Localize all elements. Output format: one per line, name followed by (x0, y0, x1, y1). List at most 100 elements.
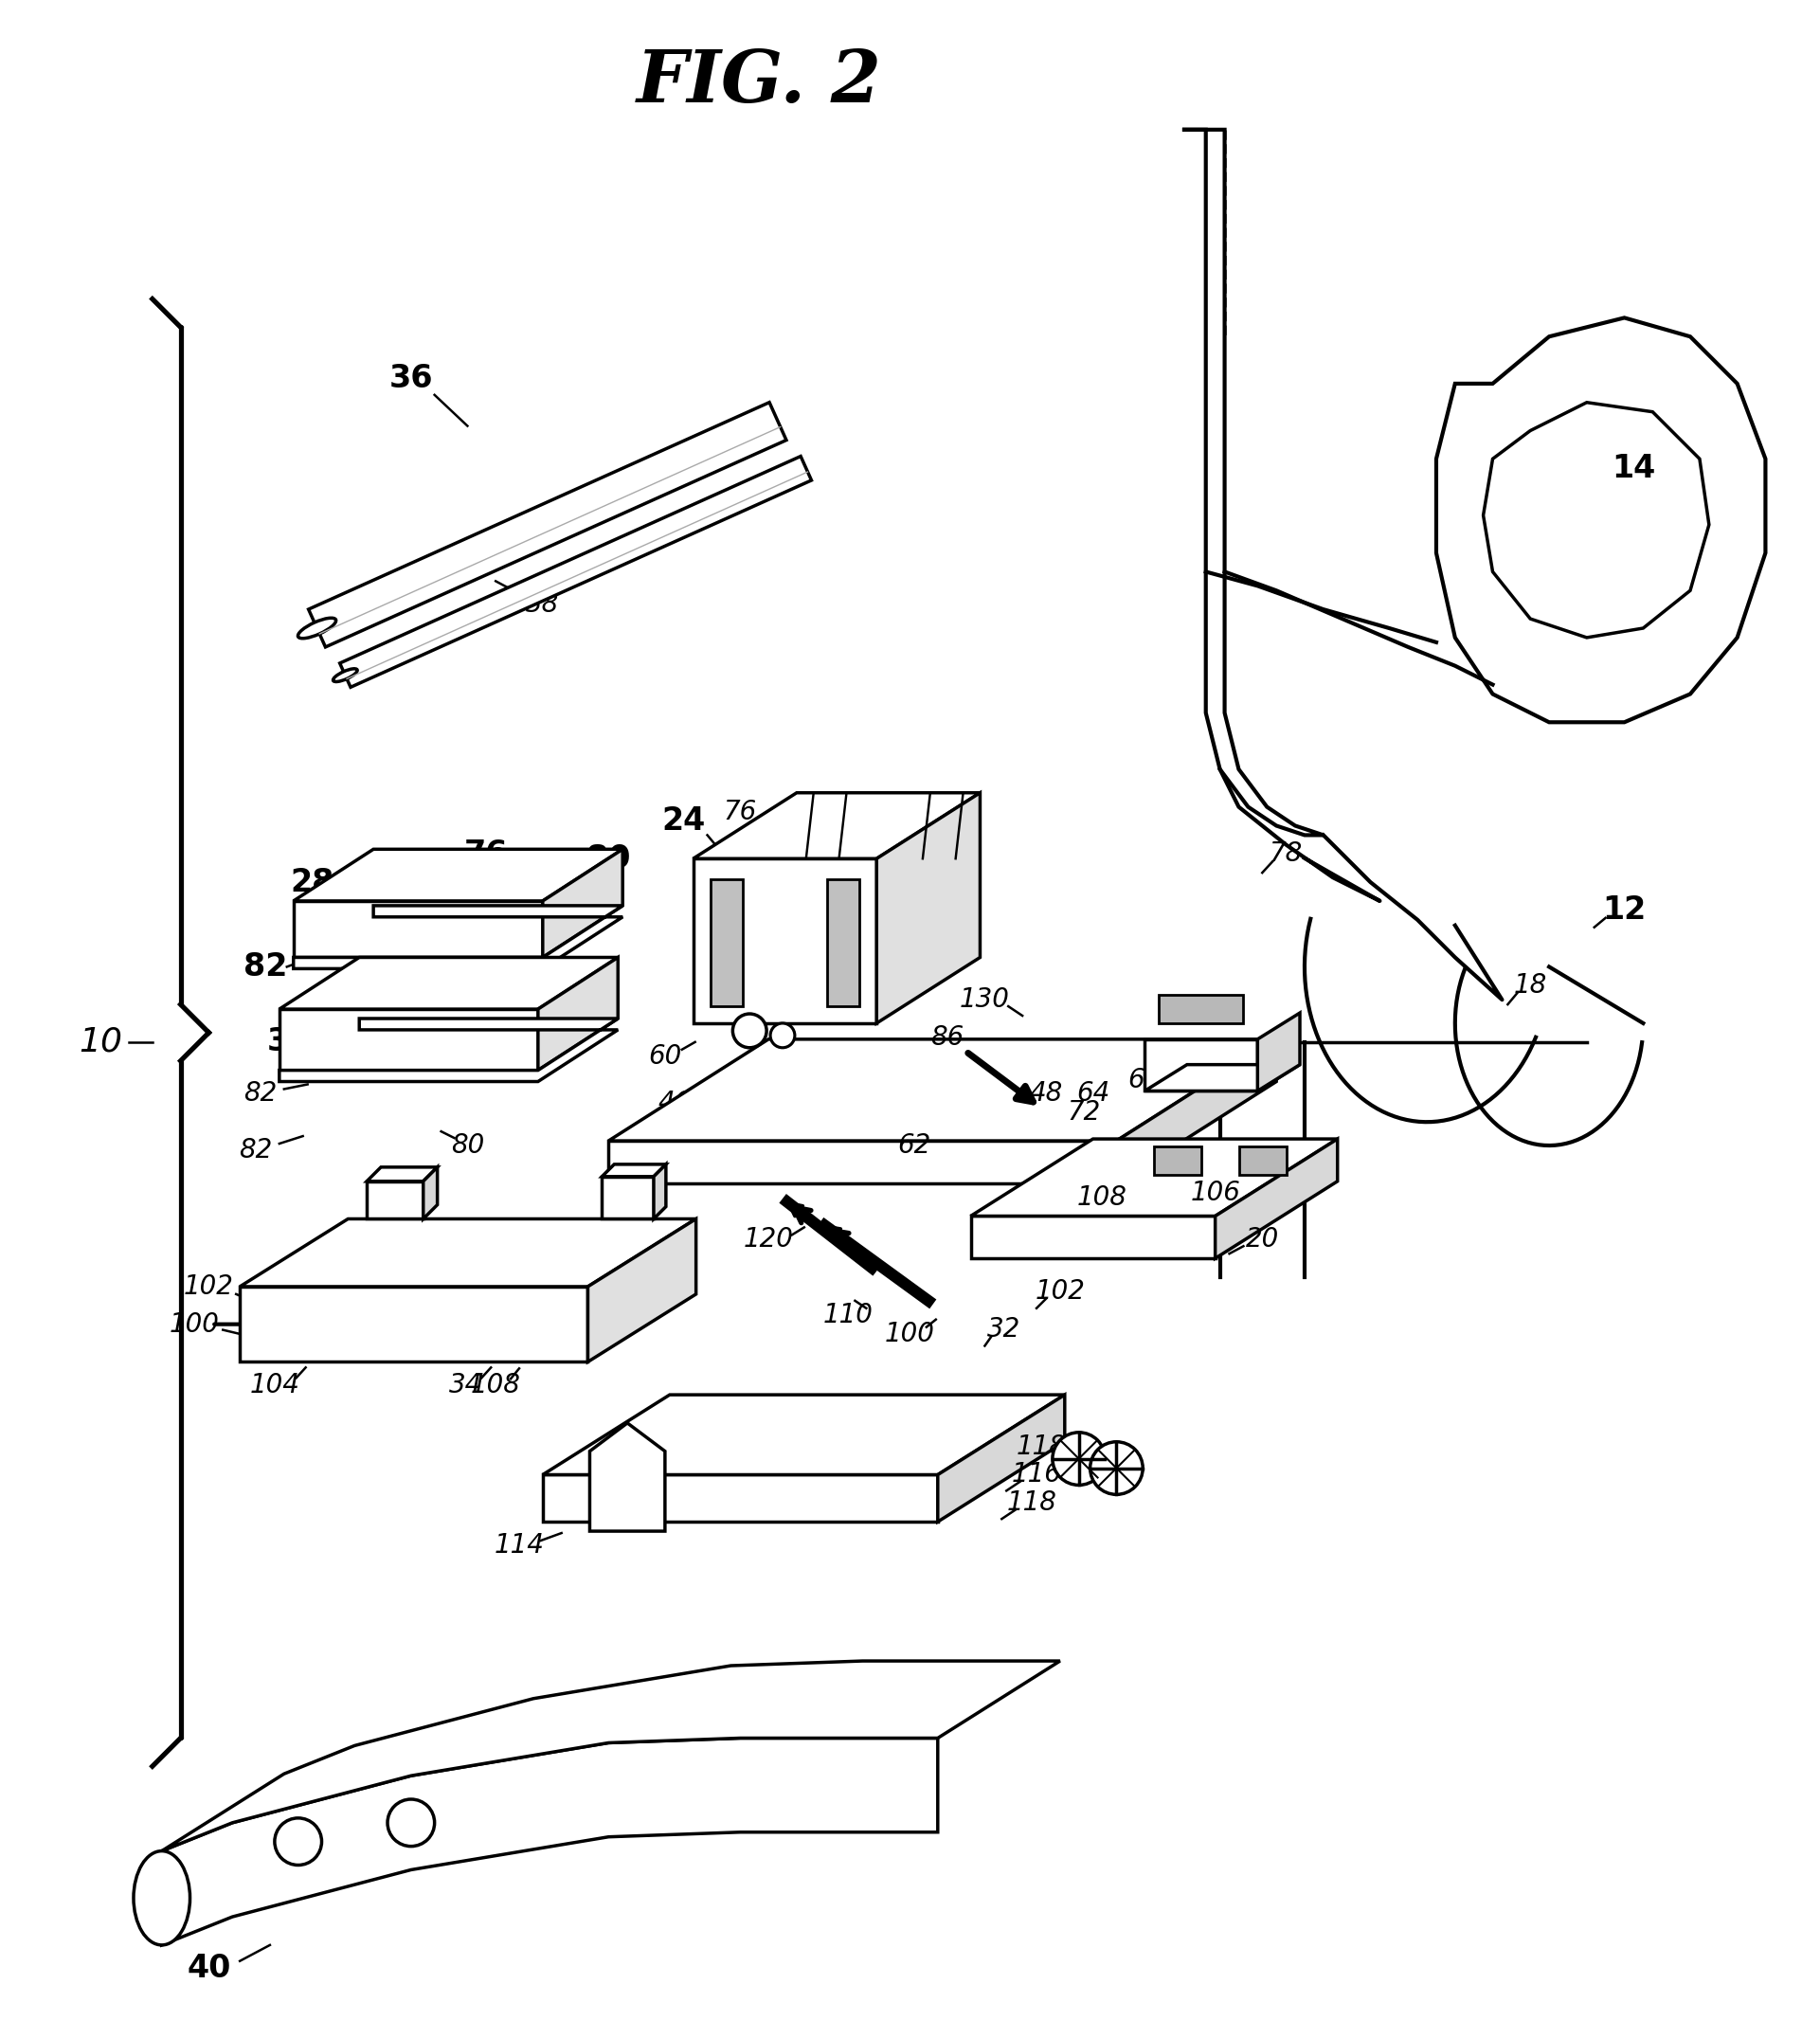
Text: 102: 102 (1036, 1278, 1085, 1304)
Polygon shape (1183, 130, 1323, 836)
Text: 82: 82 (826, 860, 861, 887)
Polygon shape (539, 958, 619, 1070)
Text: 48: 48 (1030, 1080, 1063, 1107)
Polygon shape (970, 1139, 1338, 1217)
Polygon shape (542, 850, 622, 958)
Text: 60: 60 (648, 1043, 682, 1070)
Polygon shape (826, 878, 859, 1007)
Text: 86: 86 (930, 1023, 965, 1052)
Text: 76: 76 (464, 838, 508, 870)
Polygon shape (1154, 1147, 1201, 1174)
Text: 76: 76 (484, 1011, 517, 1037)
Polygon shape (590, 1423, 664, 1531)
Polygon shape (542, 1394, 1065, 1476)
Text: 32: 32 (986, 1317, 1021, 1343)
Polygon shape (278, 958, 619, 1009)
Text: 114: 114 (495, 1533, 544, 1559)
Circle shape (733, 1013, 766, 1048)
Circle shape (1090, 1441, 1143, 1494)
Text: FIG. 2: FIG. 2 (637, 47, 881, 118)
Text: 82: 82 (238, 1137, 273, 1164)
Polygon shape (368, 1168, 437, 1182)
Text: 65: 65 (1128, 1066, 1161, 1092)
Text: 26: 26 (781, 799, 814, 825)
Circle shape (770, 1023, 795, 1048)
Text: 38: 38 (526, 591, 559, 618)
Ellipse shape (298, 618, 337, 638)
Text: 110: 110 (823, 1302, 874, 1329)
Text: 116: 116 (1012, 1461, 1061, 1488)
Polygon shape (608, 1039, 1276, 1141)
Text: 108: 108 (1077, 1184, 1127, 1211)
Text: 106: 106 (561, 1329, 610, 1355)
Text: 106: 106 (1190, 1180, 1239, 1206)
Text: 130: 130 (959, 986, 1010, 1013)
Text: 102: 102 (184, 1274, 233, 1300)
Text: 78: 78 (1269, 840, 1303, 868)
Text: 30: 30 (268, 1027, 311, 1058)
Polygon shape (608, 1141, 1116, 1184)
Text: 80: 80 (586, 844, 630, 874)
Text: 46: 46 (657, 1090, 692, 1117)
Text: 64: 64 (1076, 1080, 1110, 1107)
Ellipse shape (133, 1851, 189, 1944)
Text: 20: 20 (1245, 1227, 1279, 1253)
Polygon shape (162, 1738, 937, 1944)
Polygon shape (588, 1219, 695, 1361)
Text: 82: 82 (244, 1080, 277, 1107)
Text: 76: 76 (724, 799, 757, 825)
Polygon shape (653, 1164, 666, 1219)
Text: 120: 120 (743, 1227, 794, 1253)
Bar (1159, 995, 1243, 1023)
Polygon shape (1258, 1013, 1299, 1090)
Text: 72: 72 (1067, 1098, 1101, 1125)
Polygon shape (693, 793, 981, 858)
Text: 18: 18 (1514, 972, 1547, 999)
Text: 104: 104 (249, 1372, 300, 1398)
Polygon shape (162, 1661, 1059, 1851)
Text: 10: 10 (78, 1025, 122, 1058)
Polygon shape (937, 1394, 1065, 1522)
Polygon shape (693, 858, 877, 1023)
Text: 12: 12 (1602, 895, 1647, 925)
Text: 28: 28 (291, 866, 335, 899)
Polygon shape (293, 850, 622, 901)
Polygon shape (293, 901, 542, 958)
Polygon shape (970, 1217, 1216, 1257)
Polygon shape (1116, 1039, 1276, 1184)
Text: 14: 14 (1613, 452, 1656, 483)
Polygon shape (340, 457, 812, 687)
Polygon shape (1145, 1039, 1258, 1090)
Polygon shape (278, 1009, 539, 1070)
Circle shape (1052, 1433, 1105, 1486)
Circle shape (388, 1800, 435, 1846)
Text: 24: 24 (662, 805, 706, 838)
Text: 118: 118 (1006, 1490, 1057, 1516)
Polygon shape (542, 1476, 937, 1522)
Text: 62: 62 (897, 1133, 932, 1160)
Polygon shape (877, 793, 981, 1023)
Polygon shape (293, 905, 622, 968)
Polygon shape (240, 1286, 588, 1361)
Text: 80: 80 (906, 858, 950, 889)
Ellipse shape (333, 668, 357, 681)
Polygon shape (710, 878, 743, 1007)
Text: 36: 36 (389, 363, 433, 395)
Polygon shape (278, 1019, 619, 1082)
Polygon shape (1483, 401, 1709, 638)
Text: 34: 34 (450, 1372, 482, 1398)
Text: 100: 100 (169, 1310, 220, 1337)
Text: 100: 100 (885, 1321, 935, 1347)
Text: 108: 108 (471, 1372, 521, 1398)
Text: 80: 80 (451, 1133, 484, 1160)
Polygon shape (424, 1168, 437, 1219)
Polygon shape (309, 401, 786, 646)
Polygon shape (368, 1182, 424, 1219)
Text: 40: 40 (187, 1952, 231, 1985)
Text: 118: 118 (1016, 1433, 1067, 1459)
Polygon shape (1145, 1064, 1299, 1090)
Circle shape (275, 1818, 322, 1865)
Polygon shape (602, 1164, 666, 1176)
Text: 82: 82 (244, 952, 288, 982)
Text: 58: 58 (826, 1090, 861, 1117)
